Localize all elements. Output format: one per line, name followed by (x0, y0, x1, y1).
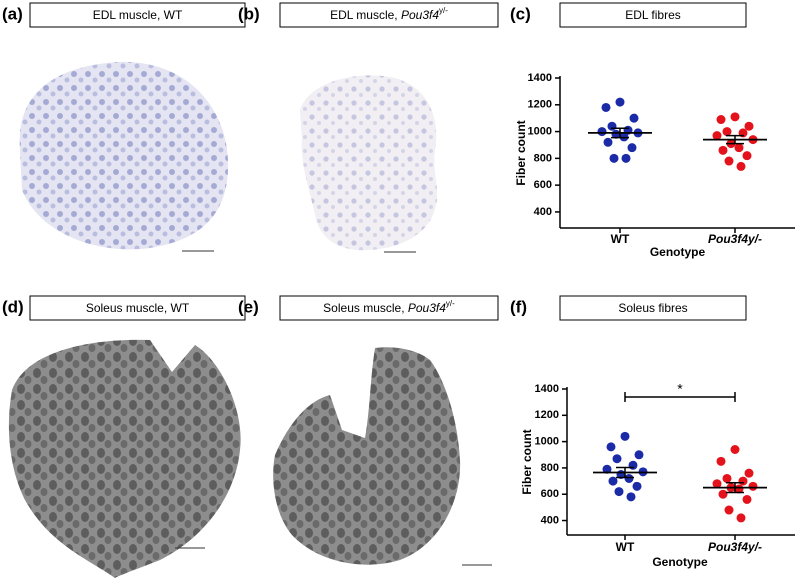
caption-box (29, 2, 246, 28)
x-tick-label: Pou3f4y/- (708, 540, 762, 554)
data-point (734, 484, 744, 494)
data-point (611, 129, 621, 139)
data-point (634, 450, 644, 460)
data-point (601, 102, 611, 112)
data-point (629, 113, 639, 123)
panel-label: (e) (238, 297, 259, 316)
y-tick-label: 400 (534, 206, 552, 218)
caption-sup: y/- (446, 299, 455, 308)
caption-text: Soleus muscle, WT (86, 301, 190, 315)
x-axis-title: Genotype (650, 245, 706, 259)
data-point (718, 145, 728, 155)
caption-box (559, 295, 747, 321)
panel-label: (f) (510, 297, 527, 316)
y-axis-title: Fiber count (520, 429, 534, 494)
caption-text: Soleus fibres (618, 301, 687, 315)
micrograph-soleus-ko (273, 347, 461, 565)
y-tick-label: 400 (541, 514, 559, 526)
caption-box (29, 295, 246, 321)
x-axis-title: Genotype (652, 555, 708, 569)
data-point (603, 137, 613, 147)
caption-text: EDL fibres (625, 8, 681, 22)
y-tick-label: 800 (541, 462, 559, 474)
data-point (620, 431, 630, 441)
data-point (609, 153, 619, 163)
data-point (742, 151, 752, 161)
data-point (607, 121, 617, 131)
caption-text: EDL muscle, (330, 8, 401, 22)
caption-sup: y/- (439, 6, 448, 15)
y-tick-label: 1400 (535, 383, 559, 395)
x-tick-label: Pou3f4y/- (708, 232, 762, 246)
y-tick-label: 800 (534, 152, 552, 164)
data-point (722, 473, 732, 483)
data-point (718, 489, 728, 499)
y-tick-label: 1000 (535, 436, 559, 448)
caption: EDL fibres (625, 8, 681, 22)
data-point (730, 445, 740, 455)
data-point (736, 161, 746, 171)
caption: Soleus muscle, WT (86, 301, 190, 315)
panel-label: (a) (2, 4, 23, 23)
data-point (736, 513, 746, 523)
y-tick-label: 1400 (528, 72, 552, 84)
micrograph-edl-wt (19, 61, 229, 250)
data-point (724, 505, 734, 515)
data-point (734, 143, 744, 153)
x-tick-label: WT (611, 232, 630, 246)
data-point (615, 97, 625, 107)
data-point (724, 156, 734, 166)
caption-text: Soleus muscle, (323, 301, 408, 315)
micrograph-edl-ko (300, 75, 438, 251)
caption-box (559, 2, 747, 28)
data-point (621, 153, 631, 163)
data-point (602, 464, 612, 474)
data-point (712, 479, 722, 489)
data-point (626, 492, 636, 502)
data-point (722, 127, 732, 137)
caption-gene: Pou3f4 (408, 301, 446, 315)
data-point (614, 487, 624, 497)
data-point (632, 481, 642, 491)
caption: EDL muscle, Pou3f4y/- (330, 6, 448, 22)
caption-box (279, 2, 499, 28)
x-tick-label: WT (616, 540, 635, 554)
caption: Soleus fibres (618, 301, 687, 315)
data-point (742, 494, 752, 504)
significance-label: * (677, 381, 683, 397)
caption-text: EDL muscle, WT (93, 8, 183, 22)
data-point (744, 121, 754, 131)
data-point (738, 476, 748, 486)
caption: EDL muscle, WT (93, 8, 183, 22)
data-point (608, 476, 618, 486)
data-point (597, 127, 607, 137)
data-point (606, 442, 616, 452)
y-tick-label: 600 (534, 179, 552, 191)
panel-label: (b) (238, 4, 260, 23)
data-point (716, 115, 726, 125)
caption: Soleus muscle, Pou3f4y/- (323, 299, 455, 315)
y-tick-label: 600 (541, 488, 559, 500)
data-point (628, 460, 638, 470)
y-axis-title: Fiber count (514, 120, 528, 185)
caption-box (279, 295, 499, 321)
data-point (730, 112, 740, 122)
data-point (744, 468, 754, 478)
y-tick-label: 1200 (535, 409, 559, 421)
panel-label: (d) (2, 297, 24, 316)
data-point (624, 473, 634, 483)
micrograph-soleus-wt (8, 339, 241, 578)
data-point (712, 131, 722, 141)
caption-gene: Pou3f4 (401, 8, 439, 22)
panel-label: (c) (510, 4, 531, 23)
y-tick-label: 1000 (528, 125, 552, 137)
data-point (716, 456, 726, 466)
data-point (612, 454, 622, 464)
data-point (627, 143, 637, 153)
data-point (748, 481, 758, 491)
y-tick-label: 1200 (528, 99, 552, 111)
